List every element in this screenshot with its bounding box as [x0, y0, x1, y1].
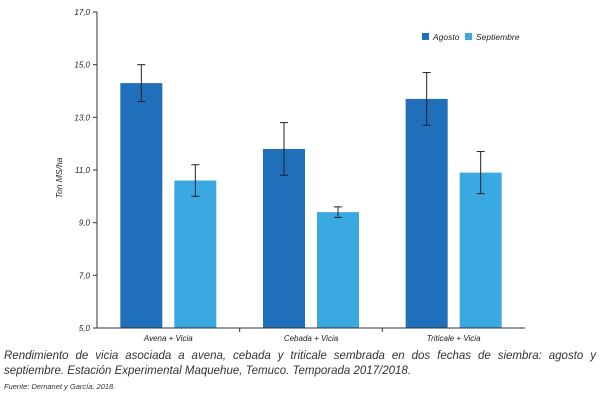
x-tick-label: Cebada + Vicia: [284, 334, 339, 343]
legend: Agosto Septiembre: [422, 32, 520, 42]
legend-label: Septiembre: [476, 32, 520, 42]
y-tick-label: 11,0: [75, 166, 91, 175]
figure-source: Fuente: Demanet y García, 2018.: [4, 382, 116, 391]
y-tick-label: 5,0: [79, 324, 91, 333]
legend-swatch: [422, 33, 429, 40]
bar-chart: 5,0 7,0 9,0 11,0 13,0 15,0 17,0 Avena + Vicia C…: [54, 8, 525, 343]
y-axis-title: Ton MS/ha: [54, 157, 64, 198]
legend-swatch: [465, 33, 472, 40]
x-tick-label: Triticale + Vicia: [427, 334, 481, 343]
bar: [174, 180, 217, 328]
error-bars-group: [137, 64, 485, 218]
y-tick-label: 17,0: [74, 8, 90, 17]
bar: [459, 172, 502, 328]
y-tick-label: 9,0: [79, 219, 91, 228]
y-tick-label: 13,0: [74, 113, 90, 122]
bars-group: [120, 83, 502, 329]
bar: [120, 83, 163, 328]
bar: [317, 212, 359, 328]
figure-caption: Rendimiento de vicia asociada a avena, c…: [4, 350, 596, 377]
y-tick-label: 7,0: [79, 271, 91, 280]
legend-label: Agosto: [432, 32, 460, 42]
y-tick-label: 15,0: [74, 61, 90, 70]
x-axis: Avena + Vicia Cebada + Vicia Triticale + V…: [97, 327, 525, 343]
x-tick-label: Avena + Vicia: [143, 334, 193, 343]
y-axis: 5,0 7,0 9,0 11,0 13,0 15,0 17,0: [74, 8, 98, 333]
bar: [405, 98, 448, 329]
bar: [263, 148, 305, 328]
